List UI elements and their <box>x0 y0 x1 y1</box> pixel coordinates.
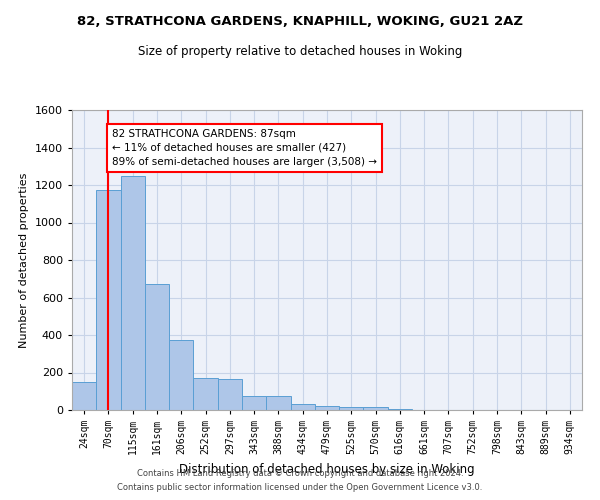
Bar <box>169 340 193 410</box>
Bar <box>145 284 169 410</box>
Bar <box>290 404 315 410</box>
Y-axis label: Number of detached properties: Number of detached properties <box>19 172 29 348</box>
Bar <box>96 190 121 410</box>
Bar <box>266 396 290 410</box>
Text: 82 STRATHCONA GARDENS: 87sqm
← 11% of detached houses are smaller (427)
89% of s: 82 STRATHCONA GARDENS: 87sqm ← 11% of de… <box>112 128 377 167</box>
Text: 82, STRATHCONA GARDENS, KNAPHILL, WOKING, GU21 2AZ: 82, STRATHCONA GARDENS, KNAPHILL, WOKING… <box>77 15 523 28</box>
Bar <box>242 396 266 410</box>
Bar <box>388 409 412 410</box>
X-axis label: Distribution of detached houses by size in Woking: Distribution of detached houses by size … <box>179 462 475 475</box>
Text: Contains public sector information licensed under the Open Government Licence v3: Contains public sector information licen… <box>118 484 482 492</box>
Text: Size of property relative to detached houses in Woking: Size of property relative to detached ho… <box>138 45 462 58</box>
Bar <box>121 176 145 410</box>
Bar <box>218 379 242 410</box>
Bar <box>315 406 339 410</box>
Bar <box>339 406 364 410</box>
Text: Contains HM Land Registry data © Crown copyright and database right 2024.: Contains HM Land Registry data © Crown c… <box>137 468 463 477</box>
Bar <box>193 378 218 410</box>
Bar <box>72 382 96 410</box>
Bar <box>364 407 388 410</box>
